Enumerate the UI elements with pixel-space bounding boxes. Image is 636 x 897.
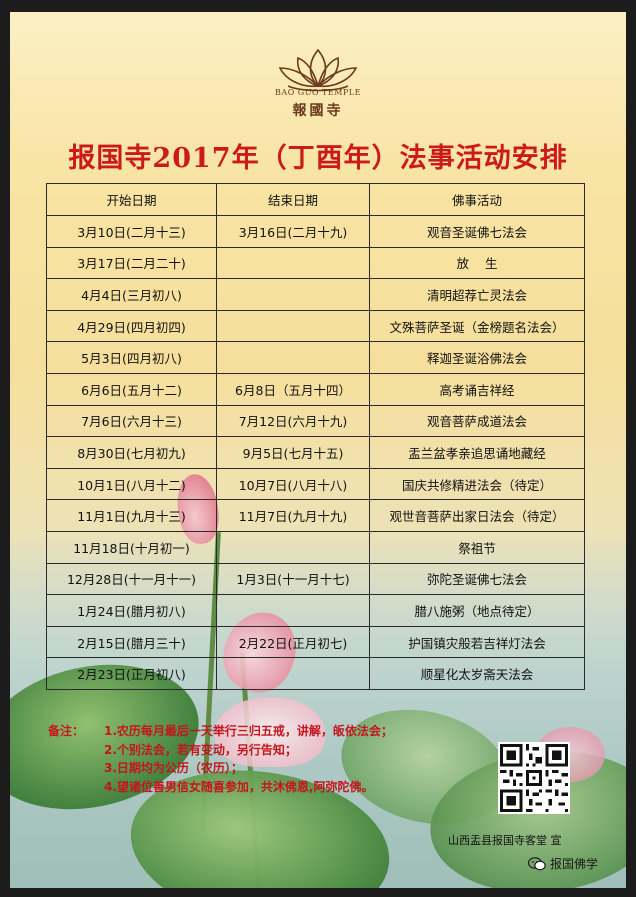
start-date-cell: 12月28日(十一月十一) [46,562,217,596]
table-row: 6月6日(五月十二) 6月8日（五月十四） 高考诵吉祥经 [46,372,585,406]
table-row: 3月17日(二月二十) 放 生 [46,246,585,280]
activity-cell: 腊八施粥（地点待定） [369,594,585,627]
start-date-cell: 3月17日(二月二十) [46,246,217,280]
end-date-cell [216,309,370,343]
table-row: 2月23日(正月初八) 顺星化太岁斋天法会 [46,657,585,690]
lotus-flower [215,697,325,767]
table-row: 4月4日(三月初八) 清明超荐亡灵法会 [46,278,585,311]
start-date-cell: 2月23日(正月初八) [46,657,217,690]
table-row: 8月30日(七月初九) 9月5日(七月十五) 盂兰盆孝亲追思诵地藏经 [46,436,585,469]
qr-code-icon[interactable] [498,742,570,814]
start-date-cell: 6月6日(五月十二) [46,372,217,406]
note-line: 3.日期均为公历（农历）； [104,761,243,775]
table-row: 10月1日(八月十二) 10月7日(八月十八) 国庆共修精进法会（待定） [46,467,585,501]
footer-publisher: 山西盂县报国寺客堂 宣 [448,834,562,847]
activity-cell: 文殊菩萨圣诞（金榜题名法会） [369,309,585,343]
start-date-cell: 3月10日(二月十三) [46,215,217,248]
table-row: 1月24日(腊月初八) 腊八施粥（地点待定） [46,594,585,627]
watermark-text: 报国佛学 [550,857,599,871]
start-date-cell: 4月4日(三月初八) [46,278,217,311]
table-row: 7月6日(六月十三) 7月12日(六月十九) 观音菩萨成道法会 [46,404,585,438]
notes-label: 备注： [48,724,85,738]
start-date-cell: 4月29日(四月初四) [46,309,217,343]
table-row: 5月3日(四月初八) 释迦圣诞浴佛法会 [46,341,585,374]
start-date-cell: 10月1日(八月十二) [46,467,217,501]
wechat-icon [528,856,546,870]
end-date-cell: 7月12日(六月十九) [216,404,370,438]
table-row: 11月1日(九月十三) 11月7日(九月十九) 观世音菩萨出家日法会（待定） [46,499,585,532]
end-date-cell: 1月3日(十一月十七) [216,562,370,596]
end-date-cell: 11月7日(九月十九) [216,499,370,532]
lotus-logo-icon [278,48,358,92]
end-date-cell: 2月22日(正月初七) [216,625,370,659]
end-date-cell [216,657,370,690]
table-row: 11月18日(十月初一) 祭祖节 [46,530,585,564]
start-date-cell: 11月18日(十月初一) [46,530,217,564]
start-date-cell: 8月30日(七月初九) [46,436,217,469]
logo-chinese-text: 報國寺 [292,103,344,119]
end-date-cell: 9月5日(七月十五) [216,436,370,469]
notes-lines: 1.农历每月最后一天举行三归五戒，讲解，皈依法会； 2.个别法会，若有变动，另行… [104,722,393,796]
wechat-watermark: 报国佛学 [528,855,598,872]
table-row: 4月29日(四月初四) 文殊菩萨圣诞（金榜题名法会） [46,309,585,343]
table-header-row: 开始日期 结束日期 佛事活动 [46,183,585,216]
start-date-cell: 2月15日(腊月三十) [46,625,217,659]
activity-cell: 顺星化太岁斋天法会 [369,657,585,690]
table-row: 2月15日(腊月三十) 2月22日(正月初七) 护国镇灾般若吉祥灯法会 [46,625,585,659]
activity-cell: 清明超荐亡灵法会 [369,278,585,311]
activity-cell: 弥陀圣诞佛七法会 [369,562,585,596]
activity-cell: 观音圣诞佛七法会 [369,215,585,248]
start-date-cell: 11月1日(九月十三) [46,499,217,532]
end-date-cell: 3月16日(二月十九) [216,215,370,248]
end-date-cell [216,594,370,627]
activity-cell: 观世音菩萨出家日法会（待定） [369,499,585,532]
start-date-cell: 5月3日(四月初八) [46,341,217,374]
end-date-cell: 10月7日(八月十八) [216,467,370,501]
header-end-date: 结束日期 [216,183,370,216]
activity-cell: 护国镇灾般若吉祥灯法会 [369,625,585,659]
header-start-date: 开始日期 [46,183,217,216]
table-row: 3月10日(二月十三) 3月16日(二月十九) 观音圣诞佛七法会 [46,215,585,248]
header-activity: 佛事活动 [369,183,585,216]
activity-cell: 放 生 [369,246,585,280]
start-date-cell: 1月24日(腊月初八) [46,594,217,627]
activity-cell: 盂兰盆孝亲追思诵地藏经 [369,436,585,469]
page-title: 报国寺2017年（丁酉年）法事活动安排 [68,143,568,174]
table-row: 12月28日(十一月十一) 1月3日(十一月十七) 弥陀圣诞佛七法会 [46,562,585,596]
end-date-cell [216,530,370,564]
activity-cell: 观音菩萨成道法会 [369,404,585,438]
end-date-cell [216,278,370,311]
activity-cell: 释迦圣诞浴佛法会 [369,341,585,374]
note-line: 1.农历每月最后一天举行三归五戒，讲解，皈依法会； [104,724,393,738]
logo-english-text: BAO GUO TEMPLE [275,88,361,97]
note-line: 2.个别法会，若有变动，另行告知； [104,742,297,757]
schedule-table: 开始日期 结束日期 佛事活动 3月10日(二月十三) 3月16日(二月十九) 观… [46,183,585,690]
end-date-cell [216,341,370,374]
activity-cell: 祭祖节 [369,530,585,564]
activity-cell: 高考诵吉祥经 [369,372,585,406]
end-date-cell: 6月8日（五月十四） [216,372,370,406]
start-date-cell: 7月6日(六月十三) [46,404,217,438]
note-line: 4.望诸位善男信女随喜参加，共沐佛恩,阿弥陀佛。 [104,779,374,794]
activity-cell: 国庆共修精进法会（待定） [369,467,585,501]
end-date-cell [216,246,370,280]
